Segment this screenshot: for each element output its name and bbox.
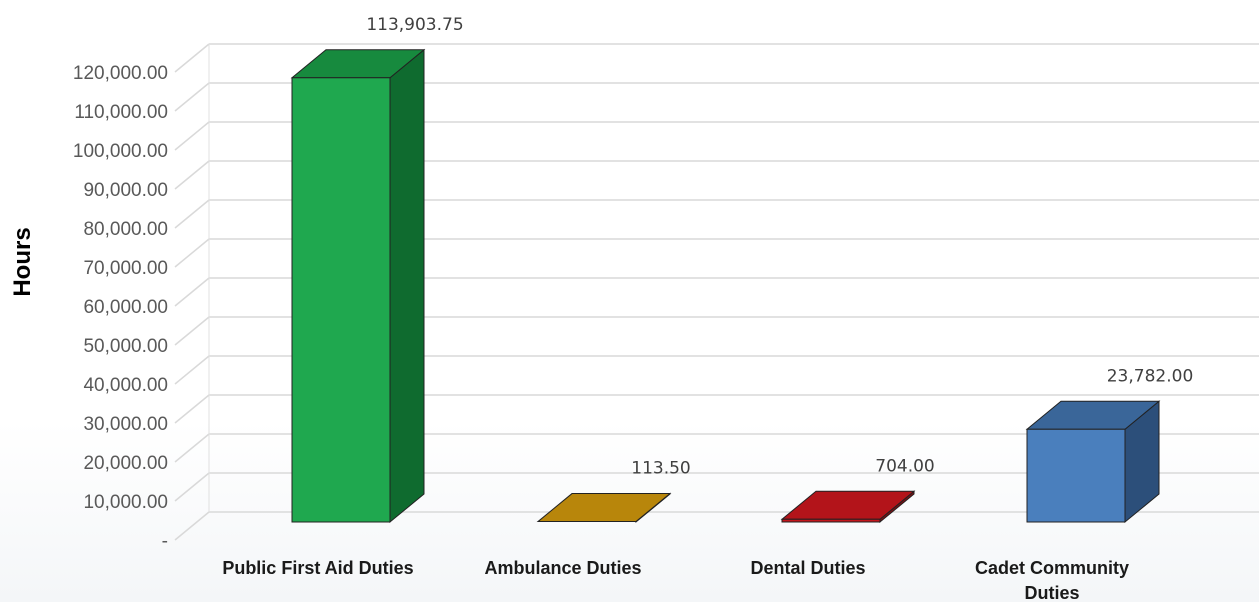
- bar: [1026, 428, 1126, 523]
- gridline-wall: [174, 511, 210, 541]
- gridline-wall: [174, 199, 210, 229]
- data-label: 23,782.00: [1107, 366, 1194, 386]
- y-tick-label: 20,000.00: [83, 453, 168, 474]
- y-tick-label: 40,000.00: [83, 375, 168, 396]
- y-tick-label: 10,000.00: [83, 492, 168, 513]
- gridline-wall: [174, 238, 210, 268]
- gridline-wall: [174, 277, 210, 307]
- x-tick-label: Cadet Community: [975, 558, 1129, 578]
- gridline-wall: [174, 433, 210, 463]
- y-tick-label: -: [162, 531, 168, 552]
- gridline-wall: [174, 355, 210, 385]
- y-tick-label: 80,000.00: [83, 219, 168, 240]
- y-axis-title: Hours: [9, 227, 36, 296]
- gridline-wall: [174, 82, 210, 112]
- x-tick-label: Public First Aid Duties: [222, 558, 413, 578]
- y-tick-label: 110,000.00: [74, 102, 168, 123]
- bar-side: [389, 48, 425, 524]
- x-tick-label: Duties: [1024, 583, 1079, 602]
- gridline-wall: [174, 316, 210, 346]
- gridline-wall: [174, 472, 210, 502]
- data-label: 113.50: [631, 459, 690, 479]
- y-tick-label: 70,000.00: [83, 258, 168, 279]
- y-tick-label: 50,000.00: [83, 336, 168, 357]
- x-tick-label: Dental Duties: [750, 558, 865, 578]
- bar: [781, 518, 881, 523]
- data-label: 113,903.75: [366, 15, 463, 35]
- gridline-wall: [174, 160, 210, 190]
- data-label: 704.00: [875, 456, 934, 476]
- gridline-wall: [174, 121, 210, 151]
- x-tick-label: Ambulance Duties: [484, 558, 641, 578]
- y-tick-label: 90,000.00: [83, 180, 168, 201]
- y-tick-label: 30,000.00: [83, 414, 168, 435]
- y-tick-label: 60,000.00: [83, 297, 168, 318]
- y-tick-label: 120,000.00: [73, 63, 168, 84]
- gridline-wall: [174, 394, 210, 424]
- bar-top: [780, 490, 916, 520]
- y-tick-label: 100,000.00: [73, 141, 168, 162]
- gridline-wall: [174, 43, 210, 73]
- bar: [291, 77, 391, 523]
- bar-top: [536, 493, 672, 523]
